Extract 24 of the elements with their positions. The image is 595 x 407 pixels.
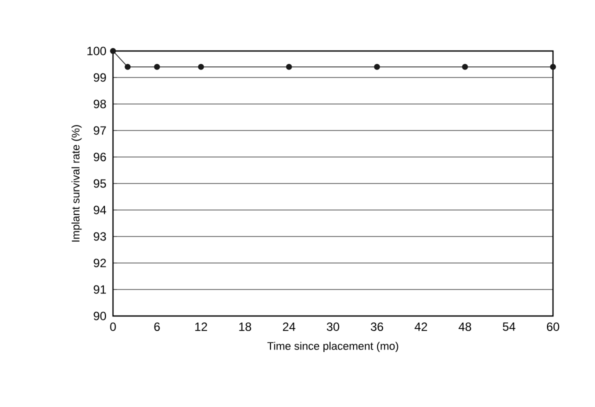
x-axis-title: Time since placement (mo): [267, 342, 398, 352]
y-tick-label: 99: [94, 73, 106, 82]
y-tick-label: 97: [94, 126, 106, 135]
y-tick-label: 96: [94, 152, 106, 162]
x-tick-label: 36: [370, 322, 384, 331]
x-tick-label: 42: [414, 322, 428, 331]
y-tick-label: 92: [94, 258, 106, 268]
x-tick-label: 0: [110, 322, 116, 331]
y-tick-label: 93: [94, 232, 106, 241]
x-tick-label: 6: [154, 322, 160, 331]
y-tick-label: 90: [94, 312, 106, 320]
y-axis-title: Implant survival rate (%): [71, 125, 82, 242]
x-tick-label: 18: [239, 322, 252, 331]
y-tick-label: 98: [94, 100, 106, 108]
x-tick-label: 12: [195, 322, 208, 331]
y-tick-label: 91: [94, 285, 106, 294]
y-tick-label: 95: [94, 179, 106, 188]
y-tick-label: 100: [87, 46, 106, 56]
x-tick-label: 48: [458, 322, 472, 331]
x-tick-label: 60: [546, 322, 560, 331]
x-tick-label: 54: [502, 322, 516, 331]
x-tick-label: 30: [326, 322, 340, 331]
y-tick-label: 94: [94, 206, 106, 214]
x-tick-label: 24: [282, 322, 296, 331]
